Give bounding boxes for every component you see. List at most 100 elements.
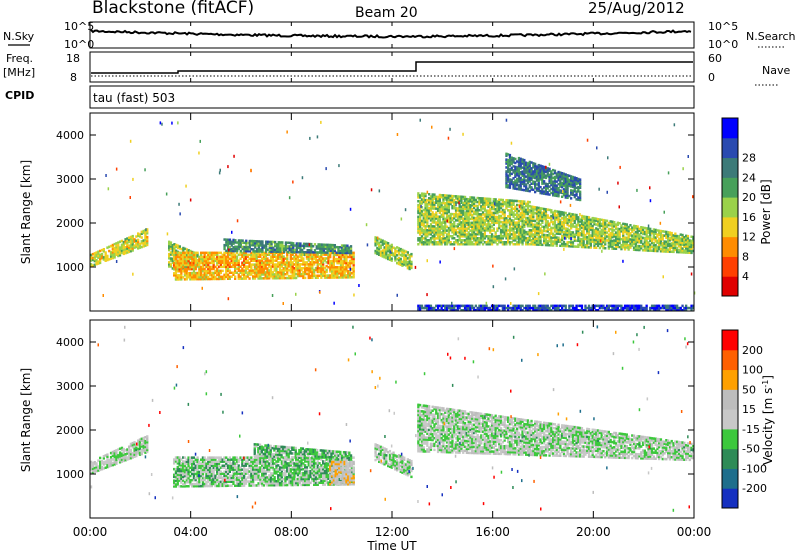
data-cell	[645, 227, 648, 230]
data-cell	[571, 215, 575, 218]
data-cell	[544, 188, 548, 192]
data-cell	[314, 259, 318, 262]
data-cell	[516, 223, 519, 226]
data-cell	[505, 154, 508, 157]
data-cell	[219, 257, 222, 261]
data-cell	[433, 239, 436, 242]
data-cell	[433, 227, 436, 230]
data-cell	[481, 219, 485, 222]
data-cell	[517, 217, 521, 221]
data-cell	[614, 233, 618, 236]
data-cell	[239, 253, 242, 257]
data-cell	[304, 244, 307, 248]
data-cell	[268, 271, 271, 274]
data-cell	[510, 178, 513, 182]
data-cell	[489, 203, 492, 207]
data-cell	[454, 215, 458, 218]
data-cell	[676, 240, 679, 244]
data-cell	[313, 268, 316, 272]
data-cell	[584, 215, 587, 219]
data-cell	[625, 230, 628, 234]
data-cell	[241, 277, 244, 280]
data-cell	[244, 261, 248, 264]
data-cell	[512, 199, 515, 203]
data-cell	[674, 306, 677, 310]
data-cell	[433, 197, 436, 200]
data-cell	[570, 214, 573, 218]
data-cell	[347, 276, 350, 279]
data-cell	[499, 237, 503, 240]
data-cell	[575, 245, 578, 248]
data-cell	[525, 183, 528, 186]
data-cell	[460, 239, 463, 242]
data-cell	[539, 178, 542, 181]
data-cell	[686, 234, 690, 238]
data-cell	[539, 191, 542, 195]
data-cell	[494, 215, 497, 219]
data-cell	[435, 241, 438, 244]
data-cell	[442, 231, 445, 234]
data-cell	[629, 240, 632, 243]
data-cell	[647, 229, 650, 232]
data-cell	[514, 243, 517, 246]
data-cell	[629, 309, 632, 312]
data-cell	[292, 244, 295, 247]
data-cell	[275, 273, 278, 276]
data-cell	[173, 265, 176, 269]
data-cell	[463, 304, 467, 308]
data-cell	[219, 263, 222, 267]
data-cell	[544, 174, 548, 177]
data-cell	[571, 306, 575, 310]
data-cell	[381, 255, 384, 258]
data-cell	[270, 244, 273, 248]
data-cell	[234, 261, 237, 264]
data-cell	[537, 309, 540, 312]
data-cell	[451, 206, 454, 210]
data-cell	[521, 204, 524, 207]
data-cell	[221, 277, 224, 281]
data-cell	[138, 246, 142, 249]
data-cell	[447, 214, 450, 218]
data-cell	[387, 247, 390, 251]
data-cell	[517, 176, 521, 179]
data-cell	[465, 209, 468, 213]
data-cell	[564, 242, 567, 246]
data-cell	[277, 243, 280, 246]
data-cell	[268, 263, 271, 266]
data-cell	[462, 229, 465, 232]
data-cell	[435, 221, 438, 224]
data-cell	[659, 241, 663, 245]
data-cell	[508, 219, 512, 222]
data-cell	[419, 221, 422, 224]
data-cell	[596, 222, 600, 225]
data-cell	[280, 257, 283, 260]
data-cell	[440, 203, 443, 207]
data-cell	[487, 209, 490, 212]
data-cell	[636, 239, 639, 242]
data-cell	[550, 230, 553, 233]
data-cell	[286, 261, 289, 264]
data-cell	[302, 267, 305, 270]
data-cell	[595, 223, 598, 226]
data-cell	[562, 240, 566, 244]
data-cell	[140, 232, 143, 235]
data-cell	[286, 276, 289, 280]
data-cell	[332, 274, 335, 277]
data-cell	[438, 235, 441, 238]
data-cell	[216, 257, 219, 261]
data-cell	[640, 247, 643, 250]
data-cell	[462, 207, 465, 210]
data-cell	[447, 220, 450, 224]
data-cell	[534, 164, 537, 168]
data-cell	[442, 198, 445, 201]
data-cell	[189, 255, 192, 259]
data-cell	[390, 253, 393, 256]
data-cell	[424, 218, 427, 222]
data-cell	[485, 241, 488, 244]
data-cell	[246, 275, 249, 278]
data-cell	[517, 178, 521, 181]
data-cell	[440, 209, 443, 213]
data-cell	[665, 232, 668, 236]
data-cell	[124, 248, 127, 251]
data-cell	[552, 190, 555, 193]
